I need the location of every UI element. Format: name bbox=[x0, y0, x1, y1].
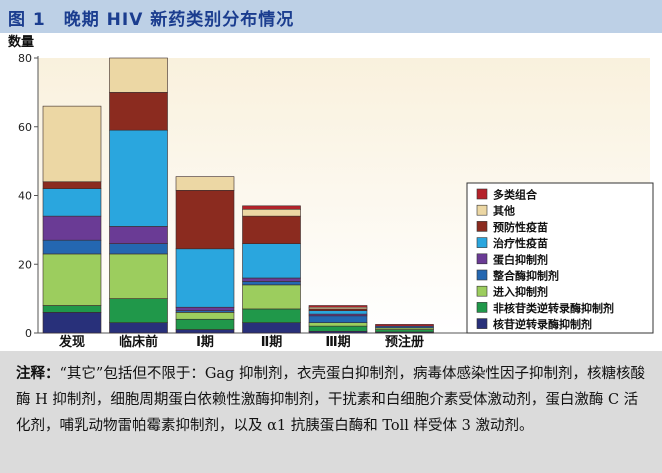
legend-entry: 整合酶抑制剂 bbox=[492, 269, 559, 283]
bar-segment bbox=[42, 312, 102, 334]
bar-segment bbox=[308, 315, 368, 323]
y-tick-label: 20 bbox=[18, 258, 32, 271]
y-tick-label: 40 bbox=[18, 190, 32, 203]
bar-segment bbox=[42, 188, 102, 217]
legend-swatch bbox=[476, 318, 488, 329]
x-tick-labels: 发现 临床前 Ⅰ期 Ⅱ期 Ⅲ期 预注册 bbox=[58, 334, 424, 350]
bar-segment bbox=[308, 322, 368, 327]
legend-swatch bbox=[476, 188, 488, 200]
bar-segment bbox=[308, 310, 368, 315]
legend-entry: 核苷逆转录酶抑制剂 bbox=[493, 317, 592, 331]
bar-segment bbox=[175, 329, 235, 334]
bar-segment bbox=[175, 318, 235, 330]
x-tick-label: Ⅱ期 bbox=[261, 335, 283, 350]
x-tick-label: 发现 bbox=[58, 334, 85, 350]
legend-swatch bbox=[476, 285, 488, 297]
bar-segment bbox=[175, 306, 235, 311]
legend-box bbox=[466, 182, 654, 334]
bar-segment bbox=[109, 322, 168, 334]
bar-segment bbox=[109, 129, 168, 227]
x-tick-label: 临床前 bbox=[119, 334, 158, 350]
bar-segment bbox=[175, 190, 235, 250]
bar-segment bbox=[375, 329, 434, 333]
bar-segment bbox=[109, 243, 168, 255]
legend-entry: 蛋白抑制剂 bbox=[493, 252, 548, 266]
legend-swatch bbox=[476, 204, 488, 216]
bar-segment bbox=[42, 105, 102, 183]
bar-segment bbox=[242, 277, 301, 282]
legend: 多类组合其他预防性疫苗治疗性疫苗蛋白抑制剂整合酶抑制剂进入抑制剂非核苷类逆转录酶… bbox=[466, 182, 654, 334]
bar-segment bbox=[242, 322, 301, 334]
legend-swatch bbox=[476, 237, 488, 248]
bar-segment bbox=[308, 305, 368, 308]
legend-entry: 进入抑制剂 bbox=[493, 285, 548, 299]
bar-segment bbox=[242, 281, 301, 286]
bar-segment bbox=[109, 57, 168, 93]
legend-entry: 治疗性疫苗 bbox=[493, 236, 548, 250]
y-tick-label: 0 bbox=[25, 327, 32, 340]
y-axis-label: 数量 bbox=[8, 34, 34, 50]
y-tick-label: 60 bbox=[18, 121, 32, 134]
bar-segment bbox=[242, 205, 301, 210]
note-body: “其它”包括但不限于：Gag 抑制剂，衣壳蛋白抑制剂，病毒体感染性因子抑制剂，核… bbox=[16, 366, 645, 434]
legend-swatch bbox=[476, 221, 488, 232]
bar-segment bbox=[375, 324, 434, 327]
y-tick-label: 80 bbox=[18, 52, 32, 65]
bar-segment bbox=[242, 243, 301, 279]
legend-entry: 预防性疫苗 bbox=[493, 220, 548, 234]
bar-segment bbox=[175, 248, 235, 308]
bar-segment bbox=[109, 298, 168, 323]
bar-segment bbox=[109, 253, 168, 299]
bar-segment bbox=[175, 176, 235, 191]
bar-segment bbox=[242, 215, 301, 244]
bar-segment bbox=[42, 181, 102, 189]
bar-segment bbox=[42, 215, 102, 241]
legend-swatch bbox=[476, 269, 488, 281]
bar-segment bbox=[242, 308, 301, 323]
bar-segment bbox=[42, 253, 102, 306]
figure-note: 注释：“其它”包括但不限于：Gag 抑制剂，衣壳蛋白抑制剂，病毒体感染性因子抑制… bbox=[0, 351, 662, 473]
bar-segment bbox=[242, 284, 301, 310]
bars bbox=[42, 57, 434, 334]
bar-segment bbox=[42, 305, 102, 313]
legend-swatch bbox=[476, 253, 488, 265]
x-tick-label: 预注册 bbox=[385, 334, 424, 350]
note-text: 注释：“其它”包括但不限于：Gag 抑制剂，衣壳蛋白抑制剂，病毒体感染性因子抑制… bbox=[16, 361, 652, 439]
x-tick-label: Ⅲ期 bbox=[325, 335, 350, 350]
legend-entry: 多类组合 bbox=[493, 188, 538, 202]
x-tick-label: Ⅰ期 bbox=[196, 335, 214, 350]
note-label: 注释： bbox=[16, 365, 60, 382]
bar-segment bbox=[242, 208, 301, 217]
bar-segment bbox=[109, 226, 168, 244]
figure-title-bar: 图 1 晚期 HIV 新药类别分布情况 bbox=[0, 0, 662, 33]
bar-segment bbox=[308, 325, 368, 332]
stacked-bar-chart: 数量 0 20 40 60 80 发现 临床前 Ⅰ期 Ⅱ期 Ⅲ期 预注册 多类组合其他预防性疫苗治… bbox=[8, 34, 654, 350]
bar-segment bbox=[109, 92, 168, 131]
legend-swatch bbox=[476, 302, 488, 313]
legend-entry: 非核苷类逆转录酶抑制剂 bbox=[493, 301, 614, 315]
bar-segment bbox=[42, 239, 102, 255]
figure-title: 图 1 晚期 HIV 新药类别分布情况 bbox=[8, 10, 295, 30]
bar-segment bbox=[175, 312, 235, 320]
legend-entry: 其他 bbox=[493, 204, 515, 218]
